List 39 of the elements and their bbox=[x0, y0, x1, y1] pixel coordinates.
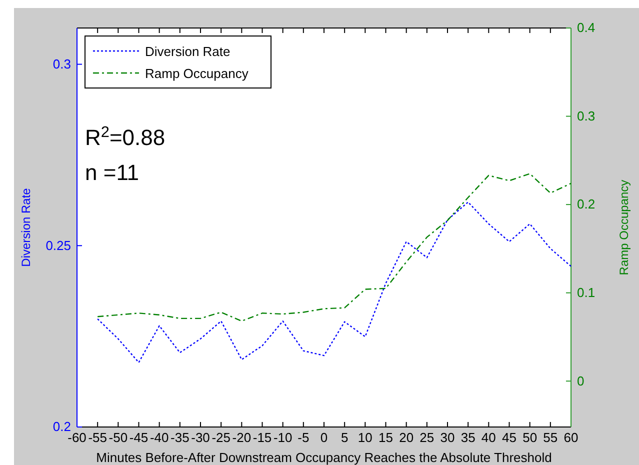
y2-tick-label: 0.3 bbox=[577, 108, 596, 124]
x-tick-label: 30 bbox=[440, 430, 455, 446]
line-series bbox=[96, 202, 572, 364]
x-tick-label: 40 bbox=[481, 430, 496, 446]
x-tick-label: -15 bbox=[252, 430, 272, 446]
x-tick-label: 15 bbox=[378, 430, 393, 446]
x-tick-label: 60 bbox=[564, 430, 578, 446]
x-tick-label: -45 bbox=[129, 430, 148, 446]
x-tick-label: -25 bbox=[212, 430, 230, 446]
x-tick-label: 0 bbox=[320, 430, 328, 446]
x-tick-label: 50 bbox=[522, 430, 538, 446]
x-tick-label: 10 bbox=[358, 430, 372, 446]
x-tick-label: -40 bbox=[150, 430, 169, 446]
legend-label: Ramp Occupancy bbox=[145, 66, 249, 81]
x-tick-label: 20 bbox=[399, 430, 414, 446]
x-tick-label: 55 bbox=[543, 430, 558, 446]
legend-label: Diversion Rate bbox=[145, 44, 230, 59]
annotation: n =11 bbox=[85, 160, 140, 185]
y2-tick-label: 0.2 bbox=[577, 196, 596, 212]
y2-tick-label: 0.4 bbox=[577, 20, 596, 36]
x-tick-label: 35 bbox=[460, 430, 476, 446]
x-tick-label: -10 bbox=[273, 430, 292, 446]
x-tick-label: -50 bbox=[108, 430, 128, 446]
y2-tick-label: 0.1 bbox=[577, 284, 596, 300]
y2-axis-title: Ramp Occupancy bbox=[617, 180, 631, 276]
x-tick-label: 45 bbox=[502, 430, 516, 446]
y-tick-label: 0.25 bbox=[46, 238, 71, 253]
x-tick-label: 25 bbox=[420, 430, 434, 446]
annotation: R$^{2}$=0.88 bbox=[85, 124, 166, 150]
x-tick-label: -30 bbox=[191, 430, 210, 446]
x-tick-label: -55 bbox=[88, 430, 107, 446]
x-axis-title: Minutes Before-After Downstream Occupancy Reaches the Absolute Threshold bbox=[96, 450, 552, 465]
x-tick-label: 5 bbox=[340, 430, 348, 446]
x-tick-label: -35 bbox=[170, 430, 190, 446]
y2-tick-label: 0 bbox=[577, 373, 584, 388]
y-tick-label: 0.3 bbox=[52, 56, 71, 72]
x-tick-label: -5 bbox=[298, 430, 310, 446]
y-axis-title: Diversion Rate bbox=[19, 188, 33, 267]
x-tick-label: -20 bbox=[232, 430, 252, 446]
